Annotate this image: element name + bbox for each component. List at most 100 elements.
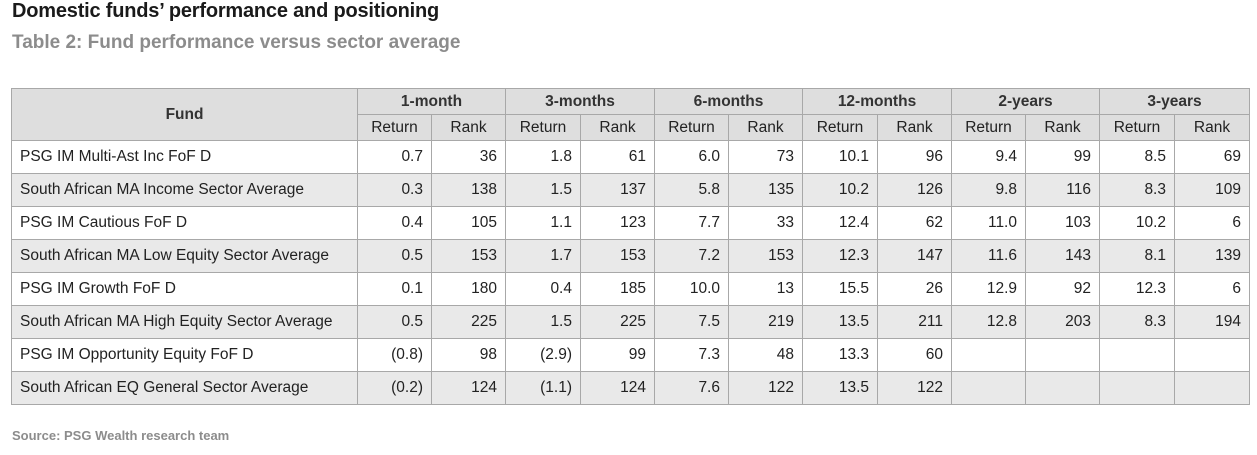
return-cell: 1.1	[505, 206, 581, 240]
table-row: South African MA Income Sector Average 0.…	[11, 173, 1250, 207]
return-rank-header-row: Return Rank Return Rank Return Rank Retu…	[12, 114, 1250, 141]
return-header: Return	[357, 114, 432, 141]
return-cell: 6.0	[654, 140, 729, 174]
rank-header: Rank	[431, 114, 506, 141]
return-cell	[951, 338, 1026, 372]
source-note: Source: PSG Wealth research team	[12, 428, 230, 443]
table-row: South African MA Low Equity Sector Avera…	[11, 239, 1250, 273]
return-cell: 9.8	[951, 173, 1026, 207]
return-header: Return	[654, 114, 729, 141]
rank-cell: 225	[580, 305, 655, 339]
rank-cell: 153	[728, 239, 803, 273]
rank-cell: 135	[728, 173, 803, 207]
rank-header: Rank	[1025, 114, 1100, 141]
return-cell: 10.0	[654, 272, 729, 306]
rank-cell: 99	[580, 338, 655, 372]
table-caption: Table 2: Fund performance versus sector …	[12, 32, 461, 53]
return-cell: (0.8)	[357, 338, 432, 372]
rank-cell: 143	[1025, 239, 1100, 273]
rank-cell	[1025, 338, 1100, 372]
rank-cell: 36	[431, 140, 506, 174]
return-cell: 5.8	[654, 173, 729, 207]
rank-cell: 211	[877, 305, 952, 339]
rank-cell: 124	[580, 371, 655, 405]
rank-cell: 62	[877, 206, 952, 240]
rank-cell: 126	[877, 173, 952, 207]
table-row: South African EQ General Sector Average (…	[11, 371, 1250, 405]
rank-cell: 13	[728, 272, 803, 306]
return-cell: 8.5	[1099, 140, 1175, 174]
return-cell	[1099, 371, 1175, 405]
rank-cell: 6	[1174, 206, 1250, 240]
return-cell: 8.1	[1099, 239, 1175, 273]
rank-cell: 122	[877, 371, 952, 405]
return-cell: 1.5	[505, 173, 581, 207]
fund-name-cell: PSG IM Opportunity Equity FoF D	[11, 338, 358, 372]
return-cell: 11.0	[951, 206, 1026, 240]
rank-cell	[1025, 371, 1100, 405]
fund-name-cell: South African MA Income Sector Average	[11, 173, 358, 207]
rank-cell: 69	[1174, 140, 1250, 174]
table-row: PSG IM Opportunity Equity FoF D (0.8) 98 (2…	[11, 338, 1250, 372]
rank-cell: 185	[580, 272, 655, 306]
table-body: PSG IM Multi-Ast Inc FoF D 0.7 36 1.8 61 6.0 7…	[11, 140, 1250, 405]
return-cell: 7.3	[654, 338, 729, 372]
return-header: Return	[802, 114, 878, 141]
rank-cell: 180	[431, 272, 506, 306]
rank-header: Rank	[1174, 114, 1250, 141]
fund-name-cell: PSG IM Multi-Ast Inc FoF D	[11, 140, 358, 174]
rank-cell: 139	[1174, 239, 1250, 273]
period-header: 1-month	[357, 88, 506, 115]
return-cell: 13.3	[802, 338, 878, 372]
return-cell: 1.5	[505, 305, 581, 339]
table-row: South African MA High Equity Sector Aver…	[11, 305, 1250, 339]
return-header: Return	[951, 114, 1026, 141]
period-header-row: Fund 1-month 3-months 6-months 12-months…	[11, 88, 1250, 141]
rank-cell: 99	[1025, 140, 1100, 174]
return-cell: 15.5	[802, 272, 878, 306]
fund-name-cell: South African EQ General Sector Average	[11, 371, 358, 405]
return-cell: 12.3	[802, 239, 878, 273]
return-cell: 10.2	[802, 173, 878, 207]
return-cell: 7.7	[654, 206, 729, 240]
return-header: Return	[505, 114, 581, 141]
rank-cell: 203	[1025, 305, 1100, 339]
rank-cell: 73	[728, 140, 803, 174]
return-cell: (1.1)	[505, 371, 581, 405]
return-cell: 12.8	[951, 305, 1026, 339]
period-header: 3-months	[505, 88, 655, 115]
fund-performance-table: Fund 1-month 3-months 6-months 12-months…	[11, 88, 1250, 405]
return-cell	[951, 371, 1026, 405]
return-cell: 13.5	[802, 371, 878, 405]
rank-cell: 33	[728, 206, 803, 240]
rank-cell: 194	[1174, 305, 1250, 339]
return-cell: 7.6	[654, 371, 729, 405]
rank-cell: 60	[877, 338, 952, 372]
table-row: PSG IM Multi-Ast Inc FoF D 0.7 36 1.8 61 6.0 7…	[11, 140, 1250, 174]
return-cell: 12.9	[951, 272, 1026, 306]
table-row: PSG IM Growth FoF D 0.1 180 0.4 185 10.0 13 15.…	[11, 272, 1250, 306]
return-cell: 0.7	[357, 140, 432, 174]
return-cell: 12.3	[1099, 272, 1175, 306]
period-header: 6-months	[654, 88, 803, 115]
return-cell: 1.7	[505, 239, 581, 273]
return-cell: 9.4	[951, 140, 1026, 174]
return-cell: 7.5	[654, 305, 729, 339]
return-cell: 0.4	[505, 272, 581, 306]
return-cell: 8.3	[1099, 173, 1175, 207]
rank-cell: 96	[877, 140, 952, 174]
rank-cell: 219	[728, 305, 803, 339]
return-cell: 10.2	[1099, 206, 1175, 240]
rank-cell: 105	[431, 206, 506, 240]
rank-cell: 147	[877, 239, 952, 273]
return-cell: 1.8	[505, 140, 581, 174]
period-header: 3-years	[1099, 88, 1250, 115]
rank-cell: 61	[580, 140, 655, 174]
rank-cell: 48	[728, 338, 803, 372]
return-cell: 8.3	[1099, 305, 1175, 339]
rank-cell: 123	[580, 206, 655, 240]
rank-cell: 122	[728, 371, 803, 405]
rank-cell: 153	[580, 239, 655, 273]
return-cell: (2.9)	[505, 338, 581, 372]
rank-cell: 138	[431, 173, 506, 207]
